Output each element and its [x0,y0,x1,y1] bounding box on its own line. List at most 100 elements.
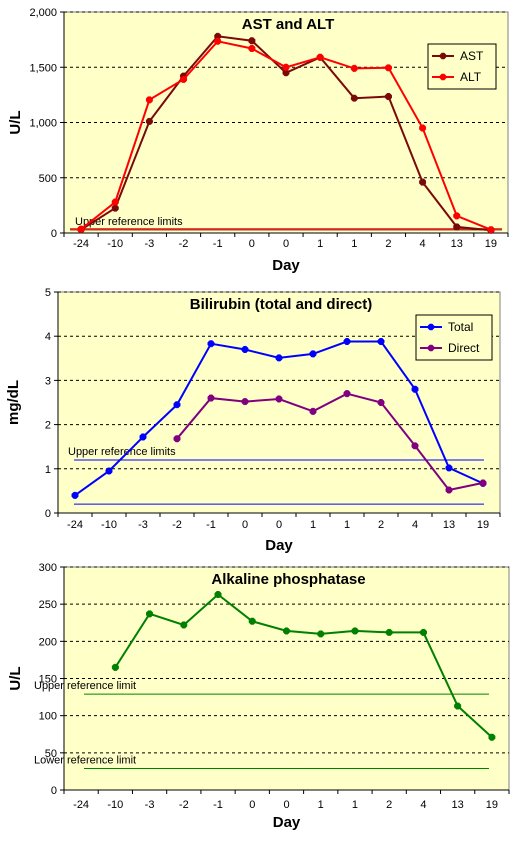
x-tick-label: -2 [179,238,189,250]
legend-box [415,314,493,361]
x-tick-label: -3 [138,519,148,531]
data-point [173,401,181,409]
data-point [146,610,154,618]
data-point [77,225,85,233]
data-point [248,37,256,45]
data-point [105,467,113,475]
data-point [309,350,317,358]
data-point [111,663,119,671]
y-tick-label: 1 [45,464,51,476]
data-point [317,630,325,638]
x-tick-label: 0 [283,799,289,811]
reference-label: Upper reference limits [68,446,176,458]
data-point [454,702,462,710]
x-tick-label: 19 [477,519,489,531]
data-point [419,178,427,186]
data-point [350,64,358,72]
data-point [111,204,119,212]
x-tick-label: 1 [352,799,358,811]
data-point [275,354,283,362]
x-tick-label: 19 [485,238,497,250]
data-point [453,212,461,220]
data-point [283,627,290,635]
data-point [384,64,392,72]
x-axis-label: Day [272,257,300,274]
y-tick-label: 0 [45,508,51,520]
x-tick-label: 19 [486,799,498,811]
legend-swatch-marker [439,73,447,81]
y-tick-label: 500 [39,173,57,185]
data-point [180,75,188,83]
data-point [419,124,427,132]
x-tick-label: -1 [213,238,223,250]
legend-box [427,43,497,90]
x-tick-label: 4 [420,799,426,811]
data-point [445,464,453,472]
data-point [214,591,222,598]
x-tick-label: -24 [67,519,83,531]
y-tick-label: 2 [45,420,51,432]
legend-swatch-marker [439,52,447,60]
data-point [343,390,351,398]
data-point [139,433,147,441]
data-point [453,223,461,231]
data-point [343,338,351,345]
y-tick-label: 250 [39,599,57,611]
data-point [309,407,317,415]
data-point [214,37,222,45]
y-tick-label: 4 [45,331,51,343]
legend-swatch-marker [427,323,435,331]
data-point [419,628,427,636]
legend-swatch-marker [427,344,435,352]
y-tick-label: 200 [39,636,57,648]
data-point [145,96,153,104]
y-axis-label: U/L [7,110,24,134]
x-tick-label: -10 [107,799,123,811]
x-tick-label: 2 [385,238,391,250]
x-tick-label: -3 [144,238,154,250]
chart-title: Alkaline phosphatase [211,571,365,588]
y-tick-label: 1,000 [29,118,57,130]
x-tick-label: 4 [420,238,426,250]
x-tick-label: -2 [179,799,189,811]
x-tick-label: 4 [412,519,418,531]
data-point [145,117,153,125]
x-tick-label: 2 [386,799,392,811]
data-point [385,628,393,636]
y-tick-label: 300 [39,562,57,574]
data-point [282,63,290,71]
y-tick-label: 150 [39,674,57,686]
y-axis-label: mg/dL [5,380,22,425]
x-tick-label: 2 [378,519,384,531]
legend: AST ALT [427,43,497,90]
x-tick-label: 0 [249,799,255,811]
data-point [282,69,290,77]
data-point [241,345,249,353]
data-point [111,198,119,206]
data-point [207,340,215,348]
legend-label: AST [460,49,484,63]
data-point [316,53,324,61]
series-line [176,392,484,492]
x-axis-label: Day [273,814,301,831]
x-tick-label: -24 [73,238,89,250]
legend-label: Total [448,320,473,334]
data-point [487,226,495,234]
y-tick-label: 50 [45,748,57,760]
data-point [248,617,256,625]
data-point [445,486,453,494]
y-tick-label: 1,500 [29,62,57,74]
data-point [411,442,419,450]
x-tick-label: 1 [318,799,324,811]
data-point [377,399,385,406]
chart-title: AST and ALT [242,16,335,33]
data-point [207,394,215,402]
x-tick-label: 13 [452,799,464,811]
reference-label: Upper reference limits [75,216,183,228]
reference-label: Upper reference limit [34,680,136,692]
x-tick-label: -10 [101,519,117,531]
data-point [384,93,392,101]
